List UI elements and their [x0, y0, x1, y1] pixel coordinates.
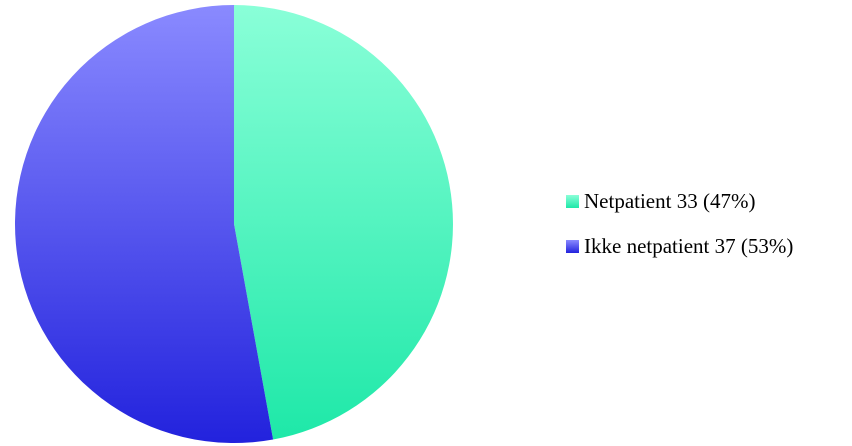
legend-label-netpatient: Netpatient 33 (47%) [584, 189, 756, 213]
pie-slice-ikke-netpatient [14, 5, 274, 444]
legend-swatch-ikke-netpatient [566, 240, 579, 253]
legend-item-ikke-netpatient: Ikke netpatient 37 (53%) [566, 233, 793, 260]
legend-swatch-netpatient [566, 195, 579, 208]
legend-label-ikke-netpatient: Ikke netpatient 37 (53%) [584, 234, 794, 258]
legend: Netpatient 33 (47%) Ikke netpatient 37 (… [566, 188, 793, 278]
pie-slice-netpatient [234, 5, 453, 440]
pie-slices [14, 5, 453, 444]
legend-item-netpatient: Netpatient 33 (47%) [566, 188, 793, 215]
